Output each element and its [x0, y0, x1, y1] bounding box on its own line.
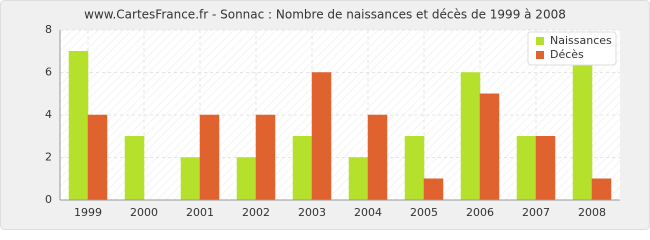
- legend-label: Naissances: [550, 34, 612, 47]
- bar: [199, 114, 220, 201]
- legend-swatch: [536, 37, 544, 45]
- y-tick-label: 6: [45, 66, 52, 79]
- x-tick-label: 2002: [242, 206, 270, 219]
- bar: [423, 178, 444, 201]
- bar: [180, 157, 201, 201]
- legend-swatch: [536, 51, 544, 59]
- y-tick-label: 0: [45, 193, 52, 206]
- bar: [367, 114, 388, 201]
- y-tick-label: 4: [45, 108, 52, 121]
- x-tick-label: 2000: [130, 206, 158, 219]
- bar: [255, 114, 276, 201]
- bar: [572, 51, 593, 201]
- bar: [591, 178, 612, 201]
- bar: [292, 136, 313, 201]
- x-tick-label: 2006: [466, 206, 494, 219]
- legend-box: [527, 31, 617, 66]
- bar: [460, 72, 481, 201]
- legend-label: Décès: [550, 48, 584, 61]
- bar: [516, 136, 537, 201]
- bar: [535, 136, 556, 201]
- bar: [87, 114, 108, 201]
- bar: [479, 93, 500, 201]
- x-tick-label: 2007: [522, 206, 550, 219]
- y-tick-label: 2: [45, 151, 52, 164]
- x-tick-label: 1999: [74, 206, 102, 219]
- chart: www.CartesFrance.fr - Sonnac : Nombre de…: [0, 0, 650, 230]
- x-tick-label: 2008: [578, 206, 606, 219]
- x-tick-label: 2004: [354, 206, 382, 219]
- bar: [311, 72, 332, 201]
- bar: [236, 157, 257, 201]
- bar: [404, 136, 425, 201]
- x-tick-label: 2005: [410, 206, 438, 219]
- x-tick-label: 2001: [186, 206, 214, 219]
- x-tick-label: 2003: [298, 206, 326, 219]
- bar: [68, 51, 89, 201]
- bar: [124, 136, 145, 201]
- y-tick-label: 8: [45, 23, 52, 36]
- chart-title: www.CartesFrance.fr - Sonnac : Nombre de…: [84, 8, 566, 22]
- bar: [348, 157, 369, 201]
